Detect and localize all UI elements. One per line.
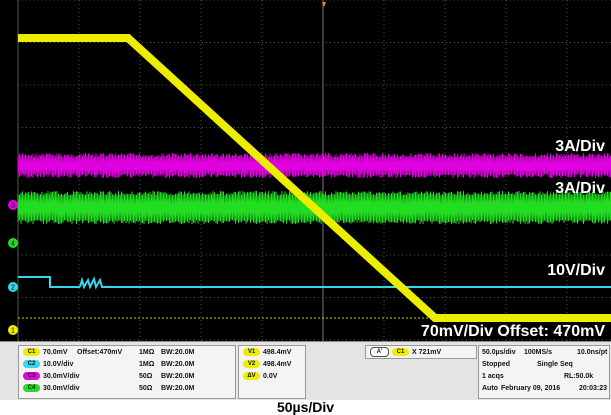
channel-row: C3 30.0mV/div 50Ω BW:20.0M xyxy=(23,372,194,382)
trig-src: C1 xyxy=(392,348,409,356)
timebase-text: Auto xyxy=(482,385,498,392)
channel-scale: 70.0mV xyxy=(43,349,68,356)
readout-panel: C1 70.0mV Offset:470mV 1MΩ BW:20.0M C2 10.0V/d… xyxy=(0,341,611,400)
cursor-id: V1 xyxy=(243,348,260,357)
channel-marker xyxy=(8,238,18,248)
timebase-text: 1 acqs xyxy=(482,373,504,380)
channel-id: C2 xyxy=(23,360,40,369)
channel-row: C4 30.0mV/div 50Ω BW:20.0M xyxy=(23,384,194,394)
timebase-text: 50.0µs/div xyxy=(482,349,516,356)
label: 3A/Div xyxy=(555,180,605,197)
channel-marker xyxy=(8,282,18,292)
scope-screen: 3A/Div 3A/Div 10V/Div 70mV/Div Offset: 4… xyxy=(0,0,611,341)
channel-row: C1 70.0mV Offset:470mV 1MΩ BW:20.0M xyxy=(23,348,194,358)
channel-id: C1 xyxy=(23,348,40,357)
channel-scale: 10.0V/div xyxy=(43,361,74,368)
timebase-text: RL:50.0k xyxy=(564,373,594,380)
trigger-box: A' C1 X 721mV xyxy=(365,345,477,359)
label: 3A/Div xyxy=(555,138,605,155)
channel-scale: 30.0mV/div xyxy=(43,373,80,380)
trace-c2 xyxy=(18,276,611,290)
channel-marker xyxy=(8,325,18,335)
marker-label: 1 xyxy=(11,328,15,335)
cursor-value: 498.4mV xyxy=(263,361,292,368)
traces xyxy=(17,34,611,322)
channel-bw: BW:20.0M xyxy=(161,373,195,380)
cursor-value: 0.0V xyxy=(263,373,278,380)
caption: 50µs/Div xyxy=(276,399,335,415)
cursor-id: V2 xyxy=(243,360,260,369)
channel-bw: BW:20.0M xyxy=(161,385,195,392)
channel-impedance: 1MΩ xyxy=(139,361,155,368)
channel-id: C4 xyxy=(23,384,40,393)
channel-scale: 30.0mV/div xyxy=(43,385,80,392)
channel-offset: Offset:470mV xyxy=(77,349,123,356)
channel-id: C3 xyxy=(23,372,40,381)
timebase-text: Stopped xyxy=(482,361,510,368)
trigger-marker xyxy=(322,2,326,7)
channel-impedance: 1MΩ xyxy=(139,349,155,356)
cursor-row: V2 498.4mV xyxy=(243,360,291,370)
trig-id: A' xyxy=(370,347,389,357)
cursor-id: ΔV xyxy=(243,372,260,381)
label: 70mV/Div Offset: 470mV xyxy=(421,323,605,340)
cursor-row: V1 498.4mV xyxy=(243,348,291,358)
label: 10V/Div xyxy=(547,262,605,279)
channel-marker xyxy=(8,200,18,210)
channel-box: C1 70.0mV Offset:470mV 1MΩ BW:20.0M C2 10.0V/d… xyxy=(18,345,236,399)
channel-bw: BW:20.0M xyxy=(161,361,195,368)
timebase-text: Single Seq xyxy=(537,361,573,368)
channel-impedance: 50Ω xyxy=(139,385,153,392)
trace-c1 xyxy=(18,34,611,322)
timebase-text: 10.0ns/pt xyxy=(577,349,608,356)
timebase-text: 100MS/s xyxy=(524,349,553,356)
marker-label: 2 xyxy=(11,285,15,292)
timebase-text: 20:03:23 xyxy=(579,385,608,392)
trig-level: 721mV xyxy=(418,348,442,356)
timebase-box: 50.0µs/div 100MS/s 10.0ns/pt Stopped Single … xyxy=(478,345,610,399)
marker-label: 4 xyxy=(11,241,15,248)
marker-label: 3 xyxy=(11,203,15,210)
cursor-box: V1 498.4mV V2 498.4mV ΔV 0.0V xyxy=(238,345,306,399)
channel-row: C2 10.0V/div 1MΩ BW:20.0M xyxy=(23,360,194,370)
channel-bw: BW:20.0M xyxy=(161,349,195,356)
markers: 3 4 2 1 xyxy=(8,200,18,335)
cursor-row: ΔV 0.0V xyxy=(243,372,277,382)
cursor-value: 498.4mV xyxy=(263,349,292,356)
channel-impedance: 50Ω xyxy=(139,373,153,380)
noise-band xyxy=(17,152,611,179)
timebase-text: February 09, 2016 xyxy=(501,385,561,392)
